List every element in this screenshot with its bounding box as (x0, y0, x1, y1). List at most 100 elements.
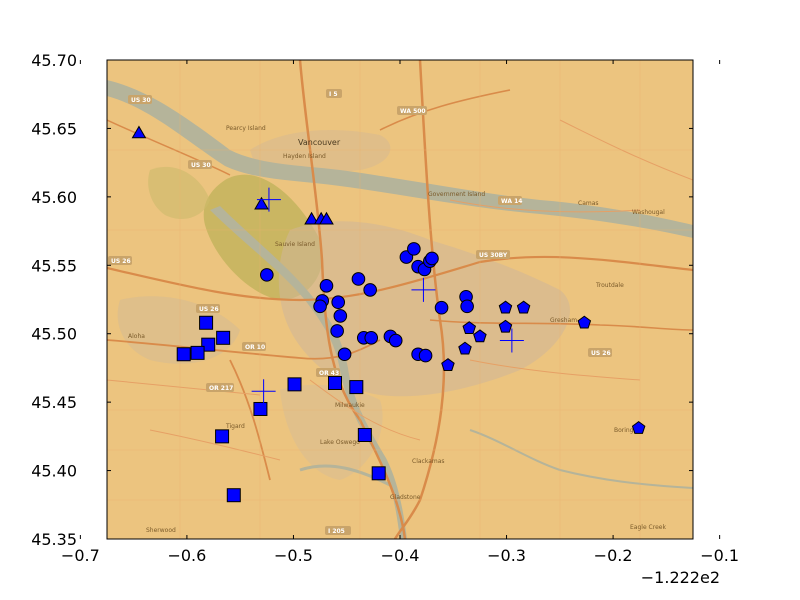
data-point-square (357, 427, 372, 442)
hwy-shield-i205: I 205 (325, 526, 351, 535)
data-point-triangle (254, 196, 269, 210)
x-tick-label: −0.6 (167, 546, 206, 565)
svg-text:US 26: US 26 (111, 258, 131, 265)
svg-text:OR 217: OR 217 (209, 385, 233, 392)
data-point-circle (418, 348, 433, 363)
map-label-camas: Camas (578, 200, 599, 207)
hwy-shield-or217: OR 217 (206, 383, 234, 392)
data-point-square (216, 330, 231, 345)
map-label-gresham: Gresham (550, 317, 577, 324)
map-label-washougal: Washougal (632, 209, 665, 216)
data-point-square (226, 488, 241, 503)
svg-text:US 30BY: US 30BY (479, 252, 508, 259)
map-label-lake-oswego: Lake Oswego (320, 439, 360, 446)
y-tick-label: 45.50 (31, 325, 77, 344)
y-tick-label: 45.70 (31, 51, 77, 70)
data-point-square (199, 315, 214, 330)
x-tick-label: −0.4 (381, 546, 420, 565)
map-label-sherwood: Sherwood (146, 527, 176, 534)
data-point-circle (337, 347, 352, 362)
y-tick-label: 45.55 (31, 256, 77, 275)
data-point-square (328, 375, 343, 390)
map-label-clackamas: Clackamas (412, 458, 445, 465)
map-label-boring: Boring (614, 427, 634, 434)
map-label-eagle-creek: Eagle Creek (630, 524, 666, 531)
data-point-triangle (304, 211, 319, 225)
data-point-plus (251, 379, 276, 404)
hwy-shield-or43: OR 43 (316, 368, 340, 377)
data-point-circle (351, 272, 366, 286)
hwy-shield-us26: US 26 (108, 256, 132, 265)
data-point-pentagon (498, 319, 513, 333)
data-point-plus (256, 187, 281, 212)
hwy-shield-wa500: WA 500 (397, 106, 427, 115)
data-point-circle (425, 251, 439, 266)
y-tick-label: 45.35 (31, 530, 77, 549)
svg-text:I 5: I 5 (329, 91, 338, 98)
hwy-shield-wa14: WA 14 (498, 196, 522, 205)
data-point-circle (388, 333, 403, 348)
hwy-shield-us30: US 30 (128, 95, 152, 104)
data-point-square (215, 429, 230, 444)
hwy-shield-us30byp: US 30BY (476, 250, 510, 259)
data-point-pentagon (462, 321, 477, 334)
data-point-pentagon (516, 300, 531, 314)
map-label-gladstone: Gladstone (390, 494, 421, 501)
data-point-pentagon (498, 300, 513, 314)
svg-text:US 26: US 26 (591, 350, 611, 357)
data-point-pentagon (458, 341, 472, 355)
data-point-square (349, 380, 364, 395)
hwy-shield-us30-b: US 30 (188, 160, 212, 169)
hwy-shield-or10: OR 10 (242, 342, 266, 351)
data-point-square (287, 377, 302, 392)
svg-text:WA 500: WA 500 (400, 108, 426, 115)
data-point-circle (434, 300, 449, 315)
svg-text:I 205: I 205 (328, 528, 345, 535)
data-point-pentagon (577, 315, 592, 329)
data-point-triangle (131, 125, 147, 139)
data-point-circle (333, 309, 348, 323)
map-background: Vancouver Camas Washougal Gresham Boring… (107, 60, 693, 539)
hwy-shield-us26-east: US 26 (588, 348, 612, 357)
x-tick-label: −0.3 (487, 546, 526, 565)
x-tick-label: −0.1 (700, 546, 739, 565)
data-point-circle (330, 324, 344, 338)
svg-text:US 30: US 30 (191, 162, 211, 169)
hwy-shield-i5: I 5 (326, 89, 342, 98)
data-point-square (371, 466, 386, 481)
data-point-circle (319, 279, 334, 293)
data-point-pentagon (441, 358, 455, 371)
svg-text:WA 14: WA 14 (501, 198, 522, 205)
hwy-shield-us26-b: US 26 (196, 304, 220, 313)
data-point-circle (260, 268, 274, 282)
data-point-square (190, 345, 205, 360)
x-tick-label: −0.2 (594, 546, 633, 565)
data-point-circle (460, 299, 474, 314)
map-label-milwaukie: Milwaukie (335, 402, 365, 409)
axis-ticks: −0.7 −0.6 −0.5 −0.4 −0.3 −0.2 −0.1 45.35 45.40 45… (31, 51, 739, 565)
x-tick-label: −0.5 (274, 546, 313, 565)
data-point-circle (313, 299, 327, 314)
data-point-circle (363, 283, 377, 297)
data-point-circle (331, 295, 346, 310)
data-point-square (176, 347, 191, 362)
map-label-vancouver: Vancouver (298, 138, 341, 147)
y-tick-label: 45.60 (31, 188, 77, 207)
map-label-aloha: Aloha (128, 333, 145, 340)
data-point-triangle (319, 211, 334, 225)
map-label-sauvie-island: Sauvie Island (275, 241, 315, 248)
data-point-pentagon (473, 329, 487, 343)
data-point-circle (364, 331, 379, 345)
map-label-pearcy-island: Pearcy Island (226, 125, 266, 132)
y-tick-label: 45.65 (31, 119, 77, 138)
svg-text:US 30: US 30 (131, 97, 151, 104)
data-point-circle (407, 242, 421, 256)
map-label-government-island: Government Island (428, 191, 485, 198)
data-markers (131, 125, 646, 503)
data-point-plus (499, 328, 524, 353)
data-point-square (201, 337, 216, 352)
y-tick-label: 45.45 (31, 393, 77, 412)
svg-text:OR 43: OR 43 (319, 370, 339, 377)
data-point-pentagon (631, 421, 646, 434)
